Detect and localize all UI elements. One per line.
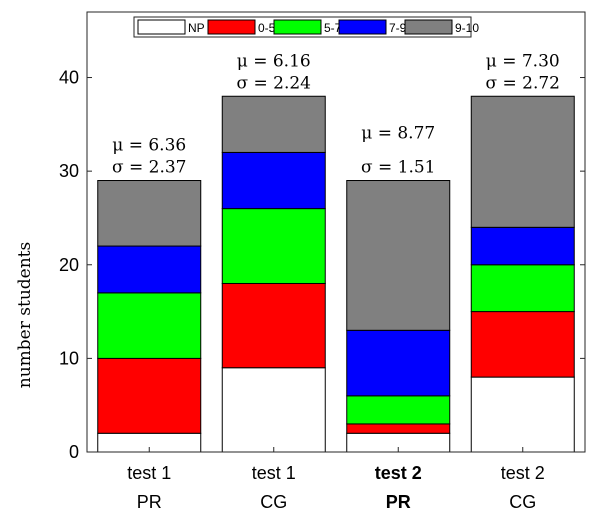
bar-segment-7-9-3 [346, 329, 451, 397]
bar-segment-0-5-1 [97, 357, 202, 434]
legend-swatch-3 [273, 19, 322, 35]
legend-label-4: 7-9 [389, 21, 407, 35]
legend-label-1: NP [188, 21, 205, 35]
bars-layer [97, 95, 575, 453]
x-label-test-2: test 1 [252, 463, 296, 483]
x-axis-labels: test 1 PR test 1 CG test 2 PR test 2 CG [127, 447, 545, 512]
mean-annotation-4: μ = 7.30 [486, 51, 560, 71]
bar-segment-np-4 [470, 376, 575, 453]
stddev-annotation-1: σ = 2.37 [112, 158, 187, 178]
y-tick-label: 40 [59, 68, 79, 88]
legend: NP 0-5 5-7 7-9 9-10 [133, 16, 479, 38]
mean-annotation-3: μ = 8.77 [361, 124, 435, 144]
legend-swatch-2 [207, 19, 256, 35]
bar-segment-9-10-3 [346, 180, 451, 331]
y-tick-label: 0 [69, 442, 79, 462]
legend-label-5: 9-10 [455, 21, 479, 35]
y-tick-label: 20 [59, 255, 79, 275]
bar-segment-7-9-1 [97, 245, 202, 294]
y-tick-label: 30 [59, 161, 79, 181]
stddev-annotation-3: σ = 1.51 [361, 158, 436, 178]
plot-frame [86, 11, 586, 453]
x-label-group-1: PR [137, 492, 162, 512]
y-axis: 0 10 20 30 40 [59, 68, 585, 462]
legend-swatch-1 [137, 19, 186, 35]
bar-segment-np-2 [221, 367, 326, 453]
bar-segment-0-5-4 [470, 311, 575, 378]
bar-annotations: μ = 6.36σ = 2.37 μ = 6.16σ = 2.24 μ = 8.77… [112, 51, 560, 177]
stddev-annotation-2: σ = 2.24 [236, 73, 311, 93]
bar-segment-5-7-1 [97, 292, 202, 359]
bar-segment-5-7-3 [346, 395, 451, 425]
legend-label-2: 0-5 [258, 21, 276, 35]
x-label-group-2: CG [260, 492, 287, 512]
legend-swatch-4 [338, 19, 387, 35]
bar-segment-7-9-4 [470, 226, 575, 266]
x-label-group-4: CG [509, 492, 536, 512]
legend-label-3: 5-7 [324, 21, 342, 35]
bar-segment-9-10-4 [470, 95, 575, 228]
x-label-group-3: PR [386, 492, 411, 512]
stddev-annotation-4: σ = 2.72 [485, 73, 560, 93]
bar-segment-5-7-4 [470, 264, 575, 313]
x-label-test-1: test 1 [127, 463, 171, 483]
bar-segment-0-5-3 [346, 423, 451, 434]
mean-annotation-2: μ = 6.16 [237, 51, 311, 71]
x-label-test-4: test 2 [501, 463, 545, 483]
y-axis-label: number students [15, 242, 35, 388]
legend-swatch-5 [404, 19, 453, 35]
bar-segment-9-10-2 [221, 95, 326, 153]
x-label-test-3: test 2 [375, 463, 422, 483]
bar-segment-7-9-2 [221, 151, 326, 210]
bar-segment-9-10-1 [97, 180, 202, 247]
y-tick-label: 10 [59, 348, 79, 368]
bar-segment-5-7-2 [221, 208, 326, 284]
mean-annotation-1: μ = 6.36 [112, 136, 186, 156]
bar-segment-0-5-2 [221, 282, 326, 369]
